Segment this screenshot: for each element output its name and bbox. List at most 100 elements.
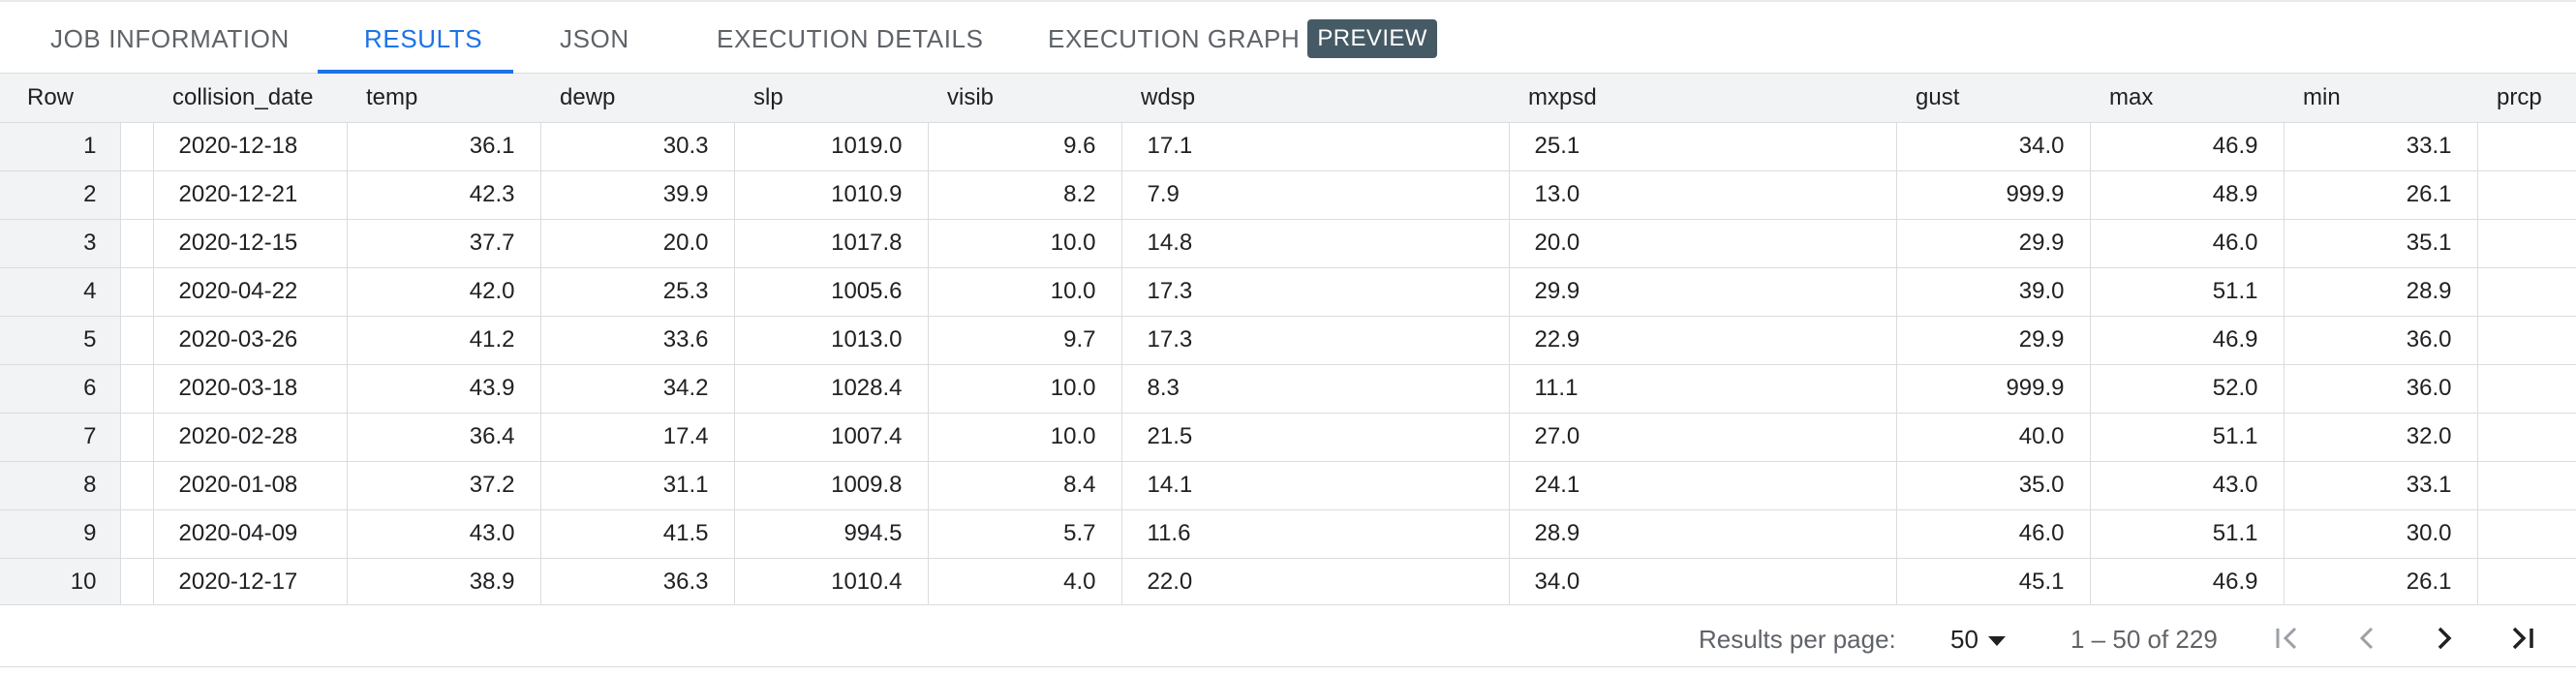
cell-prcp[interactable] — [2476, 218, 2576, 268]
cell-min[interactable]: 33.1 — [2283, 460, 2478, 510]
cell-temp[interactable]: 42.0 — [346, 266, 541, 317]
tab-execution-graph[interactable]: EXECUTION GRAPH PREVIEW — [1048, 2, 1437, 74]
first-page-button[interactable] — [2266, 619, 2309, 658]
cell-collision-date[interactable]: 2020-04-09 — [152, 508, 348, 559]
column-header-gust[interactable]: gust — [1896, 74, 2091, 123]
cell-min[interactable]: 26.1 — [2283, 557, 2478, 604]
cell-collision-date[interactable]: 2020-12-21 — [152, 169, 348, 220]
column-header-wdsp[interactable]: wdsp — [1121, 74, 1510, 123]
cell-dewp[interactable]: 39.9 — [539, 169, 735, 220]
cell-temp[interactable]: 43.9 — [346, 363, 541, 414]
cell-gust[interactable]: 46.0 — [1895, 508, 2091, 559]
column-header-temp[interactable]: temp — [347, 74, 541, 123]
cell-mxpsd[interactable]: 28.9 — [1508, 508, 1897, 559]
cell-visib[interactable]: 5.7 — [927, 508, 1122, 559]
cell-min[interactable]: 26.1 — [2283, 169, 2478, 220]
cell-max[interactable]: 46.0 — [2089, 218, 2285, 268]
cell-gust[interactable]: 29.9 — [1895, 218, 2091, 268]
cell-dewp[interactable]: 17.4 — [539, 412, 735, 462]
cell-slp[interactable]: 1013.0 — [733, 315, 929, 365]
cell-slp[interactable]: 1028.4 — [733, 363, 929, 414]
cell-visib[interactable]: 10.0 — [927, 218, 1122, 268]
cell-prcp[interactable] — [2476, 169, 2576, 220]
cell-max[interactable]: 46.9 — [2089, 121, 2285, 171]
cell-slp[interactable]: 1017.8 — [733, 218, 929, 268]
cell-wdsp[interactable]: 8.3 — [1120, 363, 1510, 414]
cell-temp[interactable]: 36.1 — [346, 121, 541, 171]
cell-wdsp[interactable]: 14.8 — [1120, 218, 1510, 268]
cell-collision-date[interactable]: 2020-01-08 — [152, 460, 348, 510]
column-header-slp[interactable]: slp — [734, 74, 929, 123]
cell-gust[interactable]: 45.1 — [1895, 557, 2091, 604]
column-header-mxpsd[interactable]: mxpsd — [1509, 74, 1897, 123]
cell-gust[interactable]: 29.9 — [1895, 315, 2091, 365]
cell-visib[interactable]: 10.0 — [927, 266, 1122, 317]
column-header-visib[interactable]: visib — [928, 74, 1122, 123]
cell-slp[interactable]: 994.5 — [733, 508, 929, 559]
cell-collision-date[interactable]: 2020-12-18 — [152, 121, 348, 171]
cell-slp[interactable]: 1005.6 — [733, 266, 929, 317]
cell-wdsp[interactable]: 14.1 — [1120, 460, 1510, 510]
cell-slp[interactable]: 1010.9 — [733, 169, 929, 220]
cell-collision-date[interactable]: 2020-03-18 — [152, 363, 348, 414]
cell-temp[interactable]: 41.2 — [346, 315, 541, 365]
cell-visib[interactable]: 9.6 — [927, 121, 1122, 171]
cell-dewp[interactable]: 36.3 — [539, 557, 735, 604]
cell-wdsp[interactable]: 17.3 — [1120, 315, 1510, 365]
cell-mxpsd[interactable]: 24.1 — [1508, 460, 1897, 510]
cell-max[interactable]: 51.1 — [2089, 266, 2285, 317]
cell-mxpsd[interactable]: 29.9 — [1508, 266, 1897, 317]
cell-min[interactable]: 30.0 — [2283, 508, 2478, 559]
cell-min[interactable]: 33.1 — [2283, 121, 2478, 171]
cell-visib[interactable]: 10.0 — [927, 412, 1122, 462]
cell-mxpsd[interactable]: 13.0 — [1508, 169, 1897, 220]
cell-max[interactable]: 43.0 — [2089, 460, 2285, 510]
cell-dewp[interactable]: 30.3 — [539, 121, 735, 171]
cell-mxpsd[interactable]: 27.0 — [1508, 412, 1897, 462]
cell-prcp[interactable] — [2476, 121, 2576, 171]
cell-collision-date[interactable]: 2020-04-22 — [152, 266, 348, 317]
cell-collision-date[interactable]: 2020-12-15 — [152, 218, 348, 268]
cell-gust[interactable]: 999.9 — [1895, 169, 2091, 220]
column-header-max[interactable]: max — [2090, 74, 2285, 123]
cell-prcp[interactable] — [2476, 266, 2576, 317]
cell-max[interactable]: 48.9 — [2089, 169, 2285, 220]
cell-visib[interactable]: 9.7 — [927, 315, 1122, 365]
cell-prcp[interactable] — [2476, 363, 2576, 414]
cell-mxpsd[interactable]: 20.0 — [1508, 218, 1897, 268]
cell-collision-date[interactable]: 2020-03-26 — [152, 315, 348, 365]
cell-min[interactable]: 28.9 — [2283, 266, 2478, 317]
cell-max[interactable]: 46.9 — [2089, 557, 2285, 604]
cell-gust[interactable]: 39.0 — [1895, 266, 2091, 317]
cell-wdsp[interactable]: 22.0 — [1120, 557, 1510, 604]
cell-slp[interactable]: 1007.4 — [733, 412, 929, 462]
cell-max[interactable]: 52.0 — [2089, 363, 2285, 414]
cell-prcp[interactable] — [2476, 460, 2576, 510]
cell-visib[interactable]: 8.2 — [927, 169, 1122, 220]
cell-wdsp[interactable]: 17.1 — [1120, 121, 1510, 171]
results-per-page-select[interactable]: 50 — [1950, 625, 2006, 655]
tab-job-information[interactable]: JOB INFORMATION — [50, 24, 290, 53]
cell-gust[interactable]: 40.0 — [1895, 412, 2091, 462]
cell-dewp[interactable]: 34.2 — [539, 363, 735, 414]
cell-temp[interactable]: 36.4 — [346, 412, 541, 462]
previous-page-button[interactable] — [2346, 619, 2388, 658]
cell-mxpsd[interactable]: 34.0 — [1508, 557, 1897, 604]
cell-temp[interactable]: 38.9 — [346, 557, 541, 604]
cell-min[interactable]: 32.0 — [2283, 412, 2478, 462]
cell-collision-date[interactable]: 2020-12-17 — [152, 557, 348, 604]
last-page-button[interactable] — [2500, 619, 2543, 658]
cell-temp[interactable]: 37.2 — [346, 460, 541, 510]
cell-mxpsd[interactable]: 11.1 — [1508, 363, 1897, 414]
column-header-collision-date[interactable]: collision_date — [153, 74, 348, 123]
cell-slp[interactable]: 1010.4 — [733, 557, 929, 604]
next-page-button[interactable] — [2423, 619, 2466, 658]
cell-gust[interactable]: 34.0 — [1895, 121, 2091, 171]
column-header-prcp[interactable]: prcp — [2477, 74, 2576, 123]
cell-min[interactable]: 36.0 — [2283, 363, 2478, 414]
cell-visib[interactable]: 10.0 — [927, 363, 1122, 414]
cell-dewp[interactable]: 31.1 — [539, 460, 735, 510]
tab-execution-details[interactable]: EXECUTION DETAILS — [717, 24, 984, 53]
cell-slp[interactable]: 1019.0 — [733, 121, 929, 171]
cell-max[interactable]: 46.9 — [2089, 315, 2285, 365]
